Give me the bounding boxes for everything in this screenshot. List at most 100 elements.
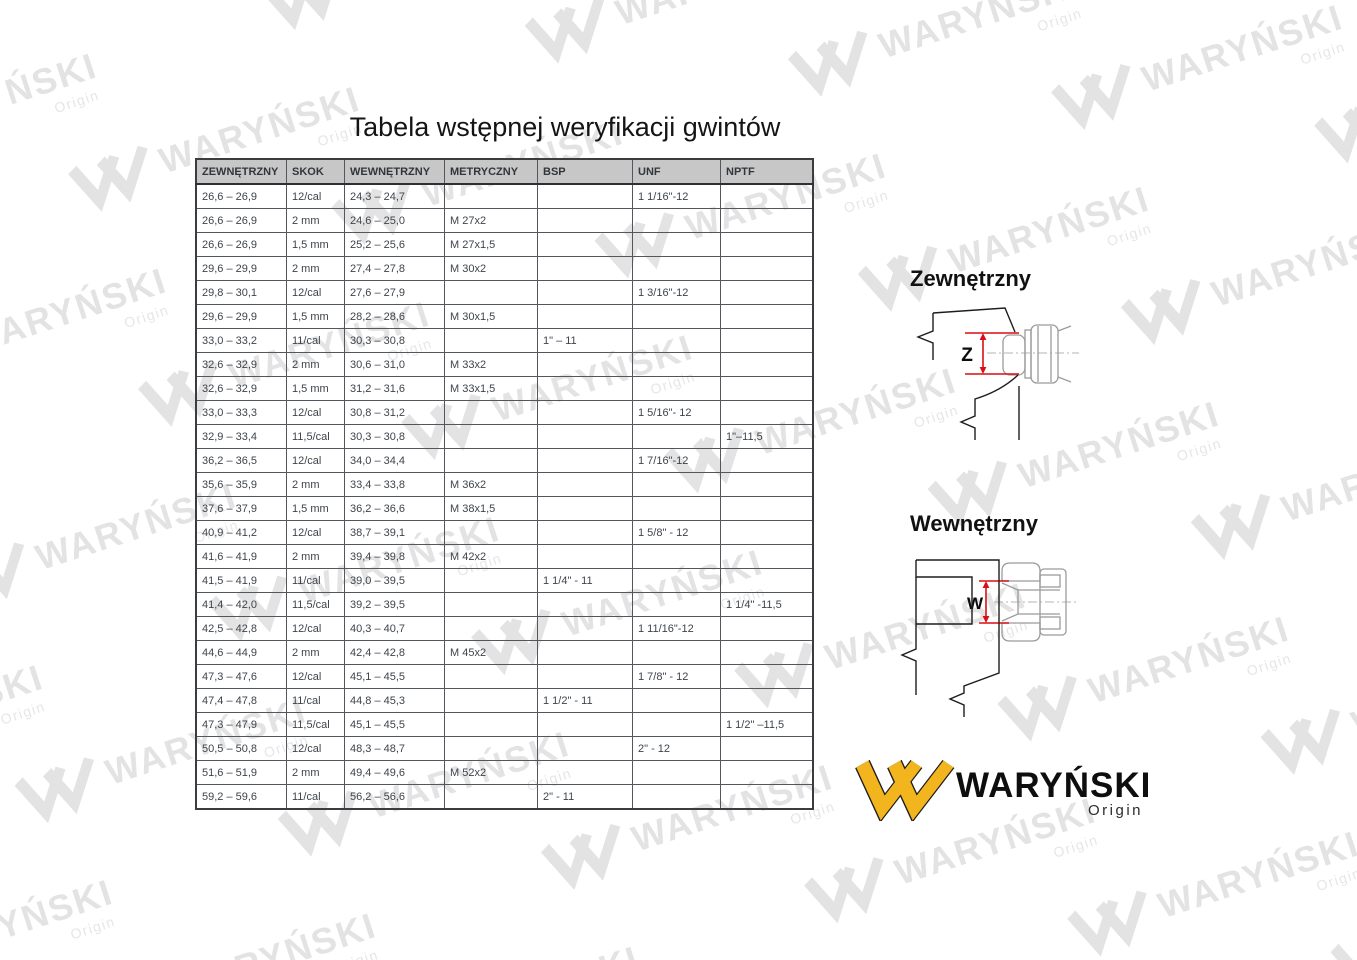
- table-row: 47,3 – 47,6 12/cal 45,1 – 45,5 1 7/8" - 12: [195, 664, 814, 689]
- table-cell: 29,6 – 29,9: [195, 256, 287, 281]
- table-cell: [720, 280, 814, 305]
- table-cell: [537, 232, 633, 257]
- dimension-z: Z: [961, 332, 1019, 375]
- table-cell: [537, 424, 633, 449]
- table-cell: [632, 376, 721, 401]
- table-cell: 41,6 – 41,9: [195, 544, 287, 569]
- table-cell: 47,3 – 47,6: [195, 664, 287, 689]
- table-cell: 2 mm: [286, 352, 345, 377]
- table-cell: [537, 280, 633, 305]
- table-cell: [720, 304, 814, 329]
- table-row: 41,6 – 41,9 2 mm 39,4 – 39,8 M 42x2: [195, 544, 814, 569]
- table-row: 42,5 – 42,8 12/cal 40,3 – 40,7 1 11/16"-12: [195, 616, 814, 641]
- table-cell: M 33x1,5: [444, 376, 538, 401]
- table-cell: 1,5 mm: [286, 304, 345, 329]
- table-cell: 27,6 – 27,9: [344, 280, 445, 305]
- table-cell: [444, 448, 538, 473]
- table-header-cell: METRYCZNY: [444, 158, 538, 185]
- table-cell: 11/cal: [286, 688, 345, 713]
- table-cell: 41,5 – 41,9: [195, 568, 287, 593]
- table-cell: [537, 448, 633, 473]
- table-cell: [537, 376, 633, 401]
- table-cell: 24,3 – 24,7: [344, 183, 445, 209]
- table-cell: 37,6 – 37,9: [195, 496, 287, 521]
- table-row: 44,6 – 44,9 2 mm 42,4 – 42,8 M 45x2: [195, 640, 814, 665]
- table-cell: [720, 760, 814, 785]
- table-row: 26,6 – 26,9 2 mm 24,6 – 25,0 M 27x2: [195, 208, 814, 233]
- table-cell: [720, 472, 814, 497]
- logo-origin-text: Origin: [1088, 802, 1143, 819]
- table-cell: [720, 544, 814, 569]
- table-cell: [444, 568, 538, 593]
- table-cell: M 27x1,5: [444, 232, 538, 257]
- table-cell: 59,2 – 59,6: [195, 784, 287, 810]
- table-cell: [444, 183, 538, 209]
- table-cell: [444, 592, 538, 617]
- table-cell: 12/cal: [286, 616, 345, 641]
- table-row: 59,2 – 59,6 11/cal 56,2 – 56,6 2" - 11: [195, 784, 814, 810]
- table-cell: M 30x1,5: [444, 304, 538, 329]
- table-cell: 33,4 – 33,8: [344, 472, 445, 497]
- logo-w-icon: [855, 759, 955, 821]
- table-cell: M 45x2: [444, 640, 538, 665]
- table-cell: 45,1 – 45,5: [344, 664, 445, 689]
- table-cell: [537, 496, 633, 521]
- table-cell: [720, 376, 814, 401]
- table-cell: [720, 784, 814, 810]
- table-cell: [632, 592, 721, 617]
- table-cell: 40,9 – 41,2: [195, 520, 287, 545]
- table-cell: [720, 736, 814, 761]
- table-cell: 12/cal: [286, 448, 345, 473]
- table-cell: [537, 400, 633, 425]
- table-cell: 25,2 – 25,6: [344, 232, 445, 257]
- table-cell: 39,4 – 39,8: [344, 544, 445, 569]
- table-cell: 1 1/16"-12: [632, 183, 721, 209]
- male-fitting-drawing: [1002, 324, 1072, 384]
- table-cell: 28,2 – 28,6: [344, 304, 445, 329]
- table-cell: 29,6 – 29,9: [195, 304, 287, 329]
- table-cell: 44,6 – 44,9: [195, 640, 287, 665]
- table-cell: [444, 736, 538, 761]
- table-cell: [444, 328, 538, 353]
- table-row: 36,2 – 36,5 12/cal 34,0 – 34,4 1 7/16"-12: [195, 448, 814, 473]
- table-cell: [720, 568, 814, 593]
- table-cell: 38,7 – 39,1: [344, 520, 445, 545]
- table-cell: [632, 496, 721, 521]
- table-cell: 36,2 – 36,5: [195, 448, 287, 473]
- table-cell: 2 mm: [286, 760, 345, 785]
- table-header-cell: NPTF: [720, 158, 814, 185]
- table-cell: M 42x2: [444, 544, 538, 569]
- table-cell: 39,2 – 39,5: [344, 592, 445, 617]
- table-row: 29,6 – 29,9 2 mm 27,4 – 27,8 M 30x2: [195, 256, 814, 281]
- table-cell: 2 mm: [286, 256, 345, 281]
- table-cell: 39,0 – 39,5: [344, 568, 445, 593]
- table-header-cell: SKOK: [286, 158, 345, 185]
- table-row: 47,3 – 47,9 11,5/cal 45,1 – 45,5 1 1/2" –11…: [195, 712, 814, 737]
- table-cell: 32,6 – 32,9: [195, 376, 287, 401]
- table-cell: [537, 616, 633, 641]
- table-row: 35,6 – 35,9 2 mm 33,4 – 33,8 M 36x2: [195, 472, 814, 497]
- dimension-letter-w: W: [967, 594, 984, 613]
- table-cell: 26,6 – 26,9: [195, 183, 287, 209]
- table-row: 32,9 – 33,4 11,5/cal 30,3 – 30,8 1"–11,5: [195, 424, 814, 449]
- table-cell: 12/cal: [286, 280, 345, 305]
- table-cell: 1" – 11: [537, 328, 633, 353]
- internal-thread-diagram: W: [900, 559, 1076, 717]
- table-cell: M 38x1,5: [444, 496, 538, 521]
- table-cell: 36,2 – 36,6: [344, 496, 445, 521]
- table-cell: 56,2 – 56,6: [344, 784, 445, 810]
- table-cell: 32,6 – 32,9: [195, 352, 287, 377]
- table-cell: [444, 784, 538, 810]
- table-cell: [720, 520, 814, 545]
- table-cell: 1 1/2" - 11: [537, 688, 633, 713]
- table-cell: [632, 304, 721, 329]
- dimension-letter-z: Z: [961, 345, 973, 366]
- table-cell: 41,4 – 42,0: [195, 592, 287, 617]
- table-cell: [720, 352, 814, 377]
- table-row: 29,6 – 29,9 1,5 mm 28,2 – 28,6 M 30x1,5: [195, 304, 814, 329]
- dimension-w: W: [967, 580, 1009, 624]
- table-cell: [632, 712, 721, 737]
- table-row: 51,6 – 51,9 2 mm 49,4 – 49,6 M 52x2: [195, 760, 814, 785]
- table-cell: 2" - 12: [632, 736, 721, 761]
- table-cell: [720, 664, 814, 689]
